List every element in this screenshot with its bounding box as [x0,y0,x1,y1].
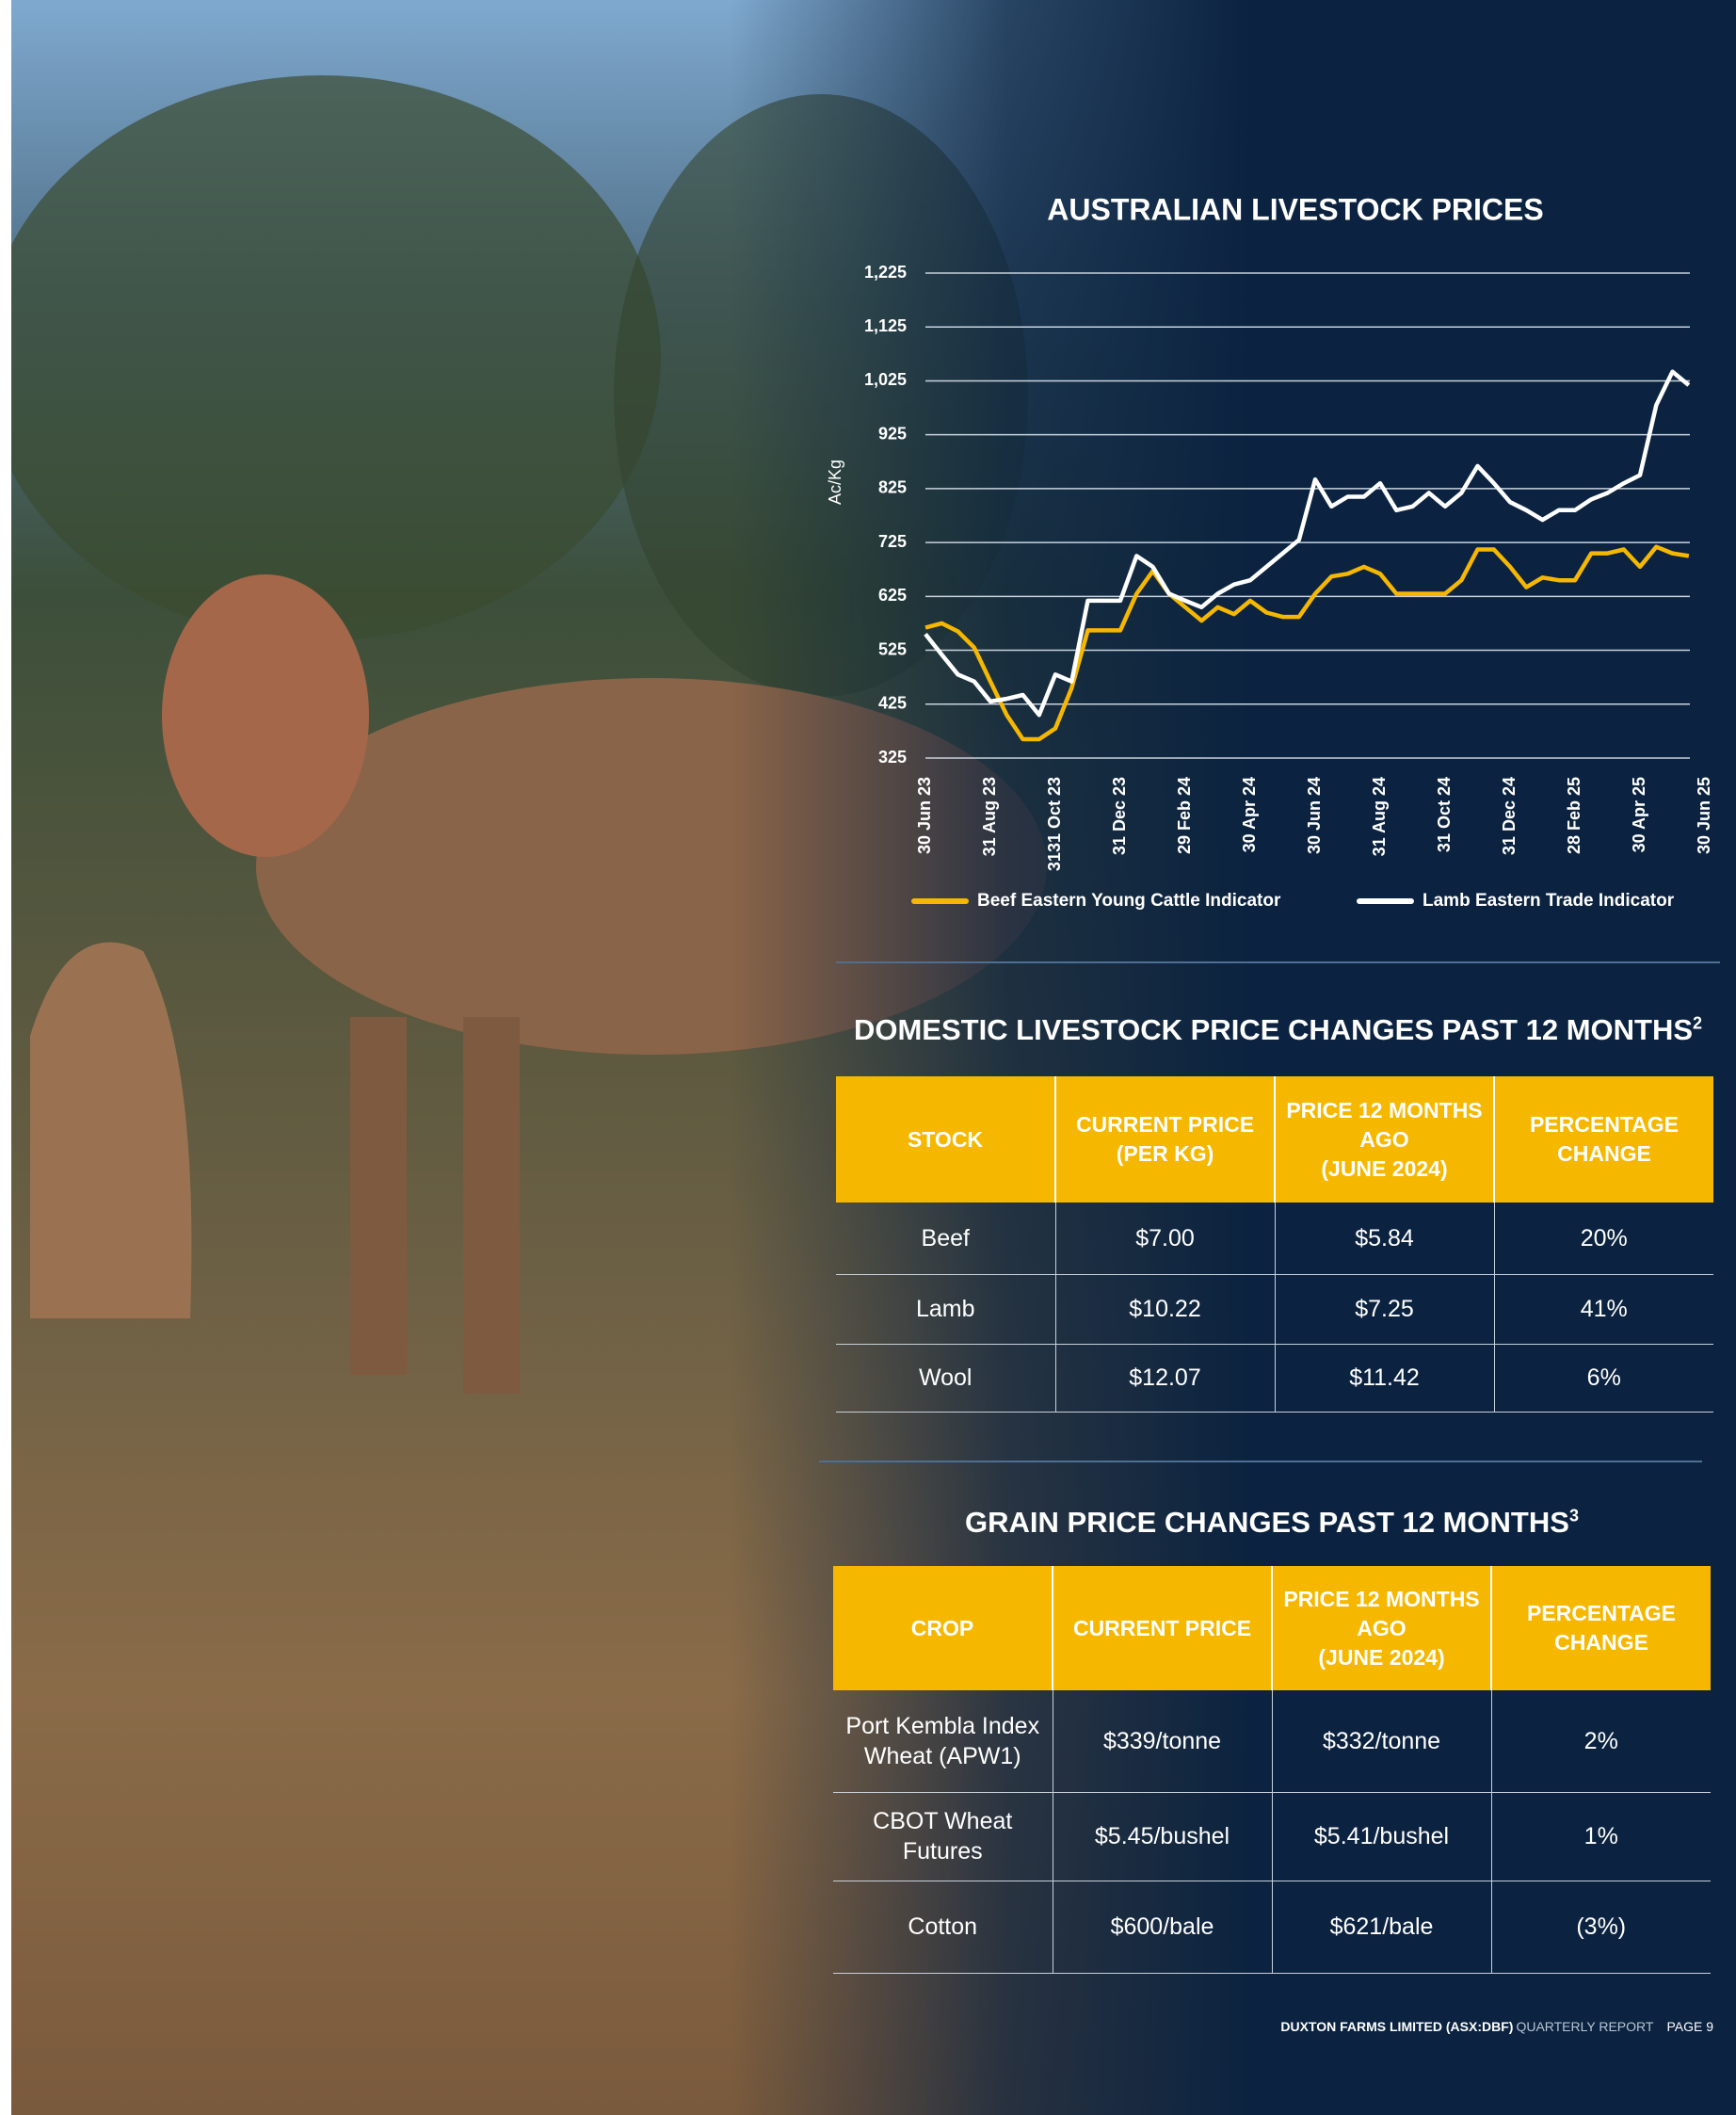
y-tick-label: 825 [878,478,907,497]
table-cell: Beef [836,1203,1055,1275]
table-cell: $5.41/bushel [1271,1792,1491,1881]
table-cell: CBOT Wheat Futures [833,1792,1053,1881]
table-row: Wool $12.07 $11.42 6% [836,1344,1713,1413]
header-cell: PRICE 12 MONTHS AGO (JUNE 2024) [1274,1076,1494,1203]
y-axis-label: Ac/Kg [826,460,844,505]
x-tick-label: 29 Feb 24 [1175,777,1194,854]
header-row: STOCK CURRENT PRICE (PER KG) PRICE 12 MONT… [836,1076,1713,1203]
y-tick-label: 525 [878,639,907,658]
y-tick-label: 425 [878,694,907,713]
table-title: DOMESTIC LIVESTOCK PRICE CHANGES PAST 12… [836,1013,1720,1047]
x-tick-label: 30 Jun 24 [1305,777,1324,854]
livestock-table: STOCK CURRENT PRICE (PER KG) PRICE 12 MONT… [836,1076,1713,1413]
table-title: GRAIN PRICE CHANGES PAST 12 MONTHS3 [819,1506,1725,1540]
table-cell: $7.25 [1274,1274,1494,1345]
table-cell: 20% [1493,1203,1713,1275]
header-cell: STOCK [836,1076,1055,1203]
table-row: Cotton $600/bale $621/bale (3%) [833,1881,1711,1974]
header-cell: PERCENTAGE CHANGE [1493,1076,1713,1203]
table-cell: Wool [836,1344,1055,1413]
footer: DUXTON FARMS LIMITED (ASX:DBF) QUARTERLY … [1280,2019,1713,2034]
header-cell: CROP [833,1566,1053,1690]
header-cell: CURRENT PRICE [1052,1566,1272,1690]
line-series [924,369,1691,718]
chart-title: AUSTRALIAN LIVESTOCK PRICES [1047,192,1543,226]
separator [836,961,1720,963]
header-cell: CURRENT PRICE (PER KG) [1054,1076,1275,1203]
company: DUXTON FARMS LIMITED (ASX:DBF) [1280,2019,1514,2034]
y-tick-label: 625 [878,586,907,605]
y-tick-label: 325 [878,748,907,767]
title-text: DOMESTIC LIVESTOCK PRICE CHANGES PAST 12… [853,1013,1694,1046]
footnote-mark: 2 [1693,1013,1703,1033]
header-row: CROP CURRENT PRICE PRICE 12 MONTHS AGO (JU… [833,1566,1711,1690]
line-series [924,544,1690,742]
table-row: Beef $7.00 $5.84 20% [836,1203,1713,1275]
table-cell: Lamb [836,1274,1055,1345]
separator [819,1461,1702,1462]
x-tick-label: 31 Oct 24 [1435,777,1454,852]
table-cell: $339/tonne [1052,1690,1272,1793]
table-cell: $5.84 [1274,1203,1494,1275]
report: QUARTERLY REPORT [1516,2019,1654,2034]
table-cell: 6% [1493,1344,1713,1413]
table-cell: (3%) [1490,1881,1711,1974]
legend-label: Beef Eastern Young Cattle Indicator [977,891,1281,911]
table-cell: $600/bale [1052,1881,1272,1974]
x-tick-label: 31 Aug 23 [980,777,999,856]
table-cell: $7.00 [1054,1203,1275,1275]
grain-table: CROP CURRENT PRICE PRICE 12 MONTHS AGO (JU… [833,1566,1711,1974]
legend-label: Lamb Eastern Trade Indicator [1423,891,1675,911]
x-tick-label: 3131 Oct 23 [1045,777,1064,871]
table-cell: 1% [1490,1792,1711,1881]
table-cell: 2% [1490,1690,1711,1793]
table-cell: $5.45/bushel [1052,1792,1272,1881]
table-cell: $10.22 [1054,1274,1275,1345]
footnote-mark: 3 [1568,1506,1579,1526]
y-tick-label: 1,025 [864,370,907,389]
page-edge [0,0,11,2115]
y-tick-label: 925 [878,424,907,443]
y-tick-label: 725 [878,532,907,551]
table-row: Lamb $10.22 $7.25 41% [836,1274,1713,1345]
x-tick-label: 31 Dec 23 [1110,777,1129,855]
x-tick-label: 30 Apr 24 [1240,777,1259,852]
table-cell: Cotton [833,1881,1053,1974]
y-tick-label: 1,225 [864,263,907,282]
table-cell: Port Kembla Index Wheat (APW1) [833,1690,1053,1793]
table-row: Port Kembla Index Wheat (APW1) $339/tonne… [833,1690,1711,1793]
table-cell: 41% [1493,1274,1713,1345]
x-tick-label: 31 Aug 24 [1370,777,1389,856]
table-cell: $11.42 [1274,1344,1494,1413]
x-tick-label: 31 Dec 24 [1500,777,1519,855]
table-cell: $12.07 [1054,1344,1275,1413]
header-cell: PRICE 12 MONTHS AGO (JUNE 2024) [1271,1566,1491,1690]
table-row: CBOT Wheat Futures $5.45/bushel $5.41/bush… [833,1792,1711,1881]
table-cell: $332/tonne [1271,1690,1491,1793]
page-number: PAGE 9 [1666,2019,1713,2034]
header-cell: PERCENTAGE CHANGE [1490,1566,1711,1690]
x-tick-label: 30 Jun 25 [1695,777,1713,854]
table-cell: $621/bale [1271,1881,1491,1974]
x-tick-label: 28 Feb 25 [1565,777,1583,854]
x-tick-label: 30 Jun 23 [915,777,934,854]
y-tick-label: 1,125 [864,316,907,335]
title-text: GRAIN PRICE CHANGES PAST 12 MONTHS [965,1506,1569,1539]
x-tick-label: 30 Apr 25 [1630,777,1648,852]
chart: AUSTRALIAN LIVESTOCK PRICES Ac/Kg 325 425… [826,192,1713,911]
